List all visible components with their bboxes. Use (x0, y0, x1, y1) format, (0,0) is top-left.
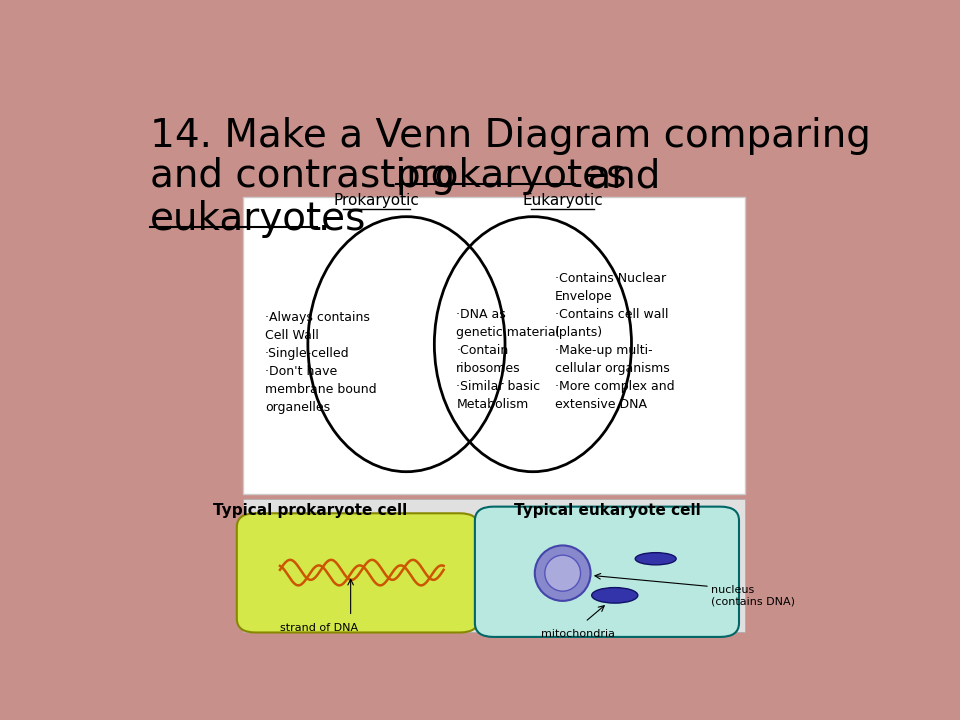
Text: eukaryotes: eukaryotes (150, 200, 366, 238)
FancyBboxPatch shape (475, 507, 739, 637)
FancyBboxPatch shape (237, 513, 479, 632)
Text: mitochondria: mitochondria (540, 629, 614, 639)
Text: 14. Make a Venn Diagram comparing: 14. Make a Venn Diagram comparing (150, 117, 871, 155)
Text: ·Always contains
Cell Wall
·Single-celled
·Don't have
membrane bound
organelles: ·Always contains Cell Wall ·Single-celle… (265, 311, 376, 414)
Text: .: . (318, 200, 330, 238)
Text: and contrasting: and contrasting (150, 158, 468, 195)
Text: prokaryotes: prokaryotes (396, 158, 627, 195)
Text: Typical eukaryote cell: Typical eukaryote cell (514, 503, 701, 518)
Text: Eukaryotic: Eukaryotic (522, 194, 603, 208)
Text: ·Contains Nuclear
Envelope
·Contains cell wall
(plants)
·Make-up multi-
cellular: ·Contains Nuclear Envelope ·Contains cel… (555, 272, 675, 411)
Ellipse shape (591, 588, 637, 603)
Text: ·DNA as
genetic material
·Contain
ribosomes
·Similar basic
Metabolism: ·DNA as genetic material ·Contain riboso… (456, 308, 560, 411)
Ellipse shape (535, 546, 590, 601)
Ellipse shape (636, 553, 676, 565)
Text: and: and (575, 158, 660, 195)
Text: strand of DNA: strand of DNA (280, 623, 358, 633)
FancyBboxPatch shape (243, 500, 745, 632)
Text: nucleus
(contains DNA): nucleus (contains DNA) (711, 585, 796, 606)
Text: Prokaryotic: Prokaryotic (334, 194, 420, 208)
FancyBboxPatch shape (243, 197, 745, 494)
Text: Typical prokaryote cell: Typical prokaryote cell (212, 503, 407, 518)
Ellipse shape (545, 555, 581, 591)
